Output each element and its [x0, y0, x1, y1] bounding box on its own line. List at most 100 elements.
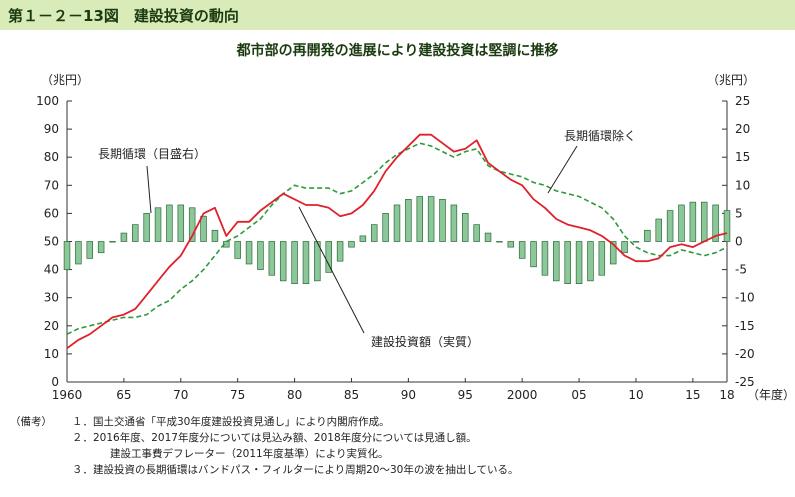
y-left-tick-label: 40: [44, 263, 59, 277]
note-1: １．国土交通省「平成30年度建設投資見通し」により内閣府作成。: [72, 416, 390, 428]
cycle-bar: [416, 196, 424, 242]
cycle-bar: [393, 204, 401, 242]
cycle-bar: [132, 224, 139, 242]
y-left-tick-label: 100: [36, 94, 59, 108]
cycle-bar: [177, 204, 185, 242]
cycle-bar: [348, 241, 355, 248]
x-tick-label: 18: [719, 388, 734, 402]
cycle-bar: [564, 241, 571, 285]
cycle-bar: [143, 213, 150, 242]
annotation-excl-leader: [547, 145, 578, 194]
x-tick-label: 90: [401, 388, 416, 402]
cycle-bar: [279, 241, 287, 282]
cycle-bar: [473, 224, 480, 242]
cycle-bar: [507, 241, 515, 248]
cycle-bar: [302, 241, 310, 285]
cycle-bar: [530, 241, 537, 268]
x-tick-label: 1960: [52, 388, 83, 402]
y-right-tick-label: -10: [735, 291, 755, 305]
x-tick-label: 95: [458, 388, 473, 402]
y-right-tick-label: 5: [735, 206, 743, 220]
cycle-bar: [712, 204, 719, 242]
figure-header: 第１－２－13図 建設投資の動向: [0, 0, 795, 30]
y-left-tick-label: 30: [44, 291, 59, 305]
annotation-investment-leader: [298, 206, 365, 334]
note-row-2: ２．2016年度、2017年度分については見込み額、2018年度分については見通…: [10, 430, 790, 446]
x-tick-label: 85: [344, 388, 359, 402]
annotation-excl-label: 長期循環除く: [564, 128, 636, 143]
chart: 0102030405060708090100-25-20-15-10-50510…: [36, 73, 795, 402]
cycle-bar: [245, 241, 253, 265]
cycle-bar: [496, 241, 503, 243]
y-right-tick-label: -15: [735, 319, 755, 333]
cycle-bar: [541, 241, 549, 276]
x-tick-label: 65: [116, 388, 131, 402]
excluding-cycle-line: [66, 142, 728, 335]
cycle-bar: [723, 210, 731, 242]
cycle-bar: [257, 241, 264, 270]
y-right-tick-label: -5: [735, 263, 747, 277]
cycle-bar: [336, 241, 344, 262]
y-right-tick-label: 15: [735, 150, 750, 164]
cycle-bar: [382, 213, 389, 242]
cycle-bar: [291, 241, 298, 285]
annotation-investment-label: 建設投資額（実質）: [371, 334, 479, 349]
cycle-bar: [655, 218, 662, 242]
y-right-tick-label: 25: [735, 94, 750, 108]
annotation-cycle-leader: [146, 165, 152, 214]
x-tick-label: 75: [230, 388, 245, 402]
cycle-bar: [86, 241, 94, 259]
cycle-bar: [689, 201, 697, 242]
note-row-3: 建設工事費デフレーター（2011年度基準）により実質化。: [10, 446, 790, 462]
cycle-bar: [621, 241, 628, 254]
cycle-bar: [450, 204, 458, 242]
cycle-bar: [268, 241, 276, 276]
cycle-bar: [120, 232, 128, 242]
y-left-unit: （兆円）: [41, 73, 89, 87]
cycle-bar: [427, 196, 435, 242]
cycle-bar: [666, 210, 674, 242]
y-left-tick-label: 10: [44, 347, 59, 361]
notes: （備考） １．国土交通省「平成30年度建設投資見通し」により内閣府作成。 ２．20…: [10, 414, 790, 478]
cycle-bar: [359, 235, 367, 242]
note-row-4: ３．建設投資の長期循環はバンドパス・フィルターにより周期20～30年の波を抽出し…: [10, 462, 790, 478]
x-tick-label: 2000: [507, 388, 538, 402]
cycle-bar: [200, 215, 207, 242]
cycle-bar: [234, 241, 241, 259]
cycle-bar: [644, 229, 651, 242]
x-tick-label: 05: [571, 388, 586, 402]
cycle-bar: [462, 213, 469, 242]
cycle-bar: [154, 207, 162, 242]
y-left-tick-label: 70: [44, 178, 59, 192]
x-tick-label: 80: [287, 388, 302, 402]
construction-investment-line: [66, 133, 728, 350]
y-left-tick-label: 0: [51, 375, 59, 389]
notes-head: （備考）: [10, 416, 52, 428]
cycle-bar: [325, 241, 332, 273]
cycle-bar: [678, 204, 685, 242]
cycle-bar: [109, 241, 116, 243]
cycle-bar: [632, 241, 640, 243]
y-right-tick-label: 10: [735, 178, 750, 192]
cycle-bar: [370, 224, 378, 242]
annotation-cycle-label: 長期循環（目盛右）: [98, 146, 206, 161]
x-unit: （年度）: [747, 387, 795, 402]
cycle-bar: [188, 207, 196, 242]
cycle-bar: [63, 241, 71, 270]
cycle-bar: [211, 229, 219, 242]
y-right-tick-label: -20: [735, 347, 755, 361]
cycle-bar: [609, 241, 617, 265]
note-2b: 建設工事費デフレーター（2011年度基準）により実質化。: [110, 448, 389, 460]
cycle-bar: [405, 199, 412, 242]
y-right-unit: （兆円）: [707, 73, 755, 87]
x-tick-label: 10: [628, 388, 643, 402]
y-right-tick-label: 20: [735, 122, 750, 136]
cycle-bar: [553, 241, 560, 282]
x-tick-label: 70: [173, 388, 188, 402]
note-3: ３．建設投資の長期循環はバンドパス・フィルターにより周期20～30年の波を抽出し…: [72, 464, 519, 476]
y-left-tick-label: 20: [44, 319, 59, 333]
y-left-tick-label: 60: [44, 206, 59, 220]
cycle-bar: [97, 241, 105, 254]
chart-title: 都市部の再開発の進展により建設投資は堅調に推移: [236, 43, 559, 59]
